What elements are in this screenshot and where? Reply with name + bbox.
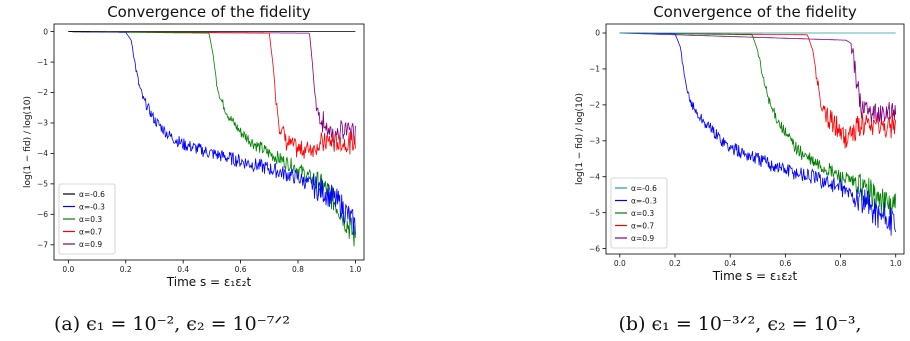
legend-label: α=0.7	[631, 221, 654, 230]
y-tick-label: −6	[37, 210, 48, 219]
legend-label: α=0.7	[79, 227, 102, 236]
series-line-4	[68, 31, 356, 159]
x-tick-label: 0.6	[779, 259, 791, 268]
x-tick-label: 0.2	[669, 259, 681, 268]
x-axis-label: Time s = ε₁ε₂t	[712, 269, 798, 283]
x-tick-label: 0.2	[120, 265, 132, 274]
y-tick-label: −5	[589, 208, 600, 217]
panel-caption: (b) ϵ₁ = 10⁻³ᐟ², ϵ₂ = 10⁻³,	[619, 313, 862, 335]
chart-panel-2: Convergence of the fidelity 0.0 0.2 0.4 0.6 0…	[575, 3, 905, 335]
plot-frame	[605, 23, 905, 255]
x-tick-label: 0.0	[614, 259, 626, 268]
chart-panel-1: Convergence of the fidelity 0.0 0.2 0.4 0.6 0…	[23, 3, 365, 335]
x-axis-label: Time s = ε₁ε₂t	[166, 275, 252, 289]
series-line-2	[68, 31, 356, 236]
y-tick-label: −3	[37, 119, 48, 128]
x-tick-label: 1.0	[349, 265, 361, 274]
legend-box	[610, 177, 668, 249]
y-tick-label: 0	[595, 29, 600, 38]
legend-label: α=0.3	[79, 215, 102, 224]
chart-title: Convergence of the fidelity	[107, 3, 311, 21]
y-tick-label: −1	[37, 58, 48, 67]
x-tick-label: 0.4	[724, 259, 736, 268]
y-tick-label: −2	[37, 88, 48, 97]
legend-box	[58, 183, 116, 255]
panel-caption: (a) ϵ₁ = 10⁻², ϵ₂ = 10⁻⁷ᐟ²	[54, 313, 290, 335]
legend-label: α=0.3	[631, 209, 654, 218]
x-tick-label: 0.8	[835, 259, 847, 268]
y-axis-label: log(1 − fid) / log(10)	[23, 96, 33, 188]
x-tick-label: 0.6	[235, 265, 247, 274]
legend: α=-0.6 α=-0.3 α=0.3 α=0.7 α=0.9	[58, 183, 116, 255]
y-tick-label: −1	[589, 65, 600, 74]
y-tick-label: −4	[589, 172, 600, 181]
series-group	[68, 31, 356, 247]
y-tick-label: −6	[589, 244, 600, 253]
y-axis-label: log(1 − fid) / log(10)	[575, 93, 585, 185]
series-line-2	[619, 32, 897, 236]
legend: α=-0.6 α=-0.3 α=0.3 α=0.7 α=0.9	[610, 177, 668, 249]
plot-frame	[53, 23, 365, 261]
series-line-5	[619, 32, 897, 125]
y-tick-label: −5	[37, 180, 48, 189]
y-tick-label: −2	[589, 101, 600, 110]
legend-label: α=-0.6	[631, 184, 657, 193]
legend-label: α=-0.6	[79, 190, 105, 199]
x-tick-label: 1.0	[890, 259, 902, 268]
x-tick-label: 0.0	[62, 265, 74, 274]
y-tick-label: −4	[37, 149, 48, 158]
series-group	[619, 32, 897, 236]
legend-label: α=-0.3	[631, 196, 657, 205]
x-tick-label: 0.8	[292, 265, 304, 274]
y-tick-label: −3	[589, 136, 600, 145]
legend-label: α=0.9	[631, 234, 654, 243]
legend-label: α=0.9	[79, 240, 102, 249]
legend-label: α=-0.3	[79, 202, 105, 211]
y-tick-label: −7	[37, 240, 48, 249]
chart-title: Convergence of the fidelity	[653, 3, 857, 21]
y-tick-label: 0	[43, 27, 48, 36]
x-tick-label: 0.4	[177, 265, 189, 274]
